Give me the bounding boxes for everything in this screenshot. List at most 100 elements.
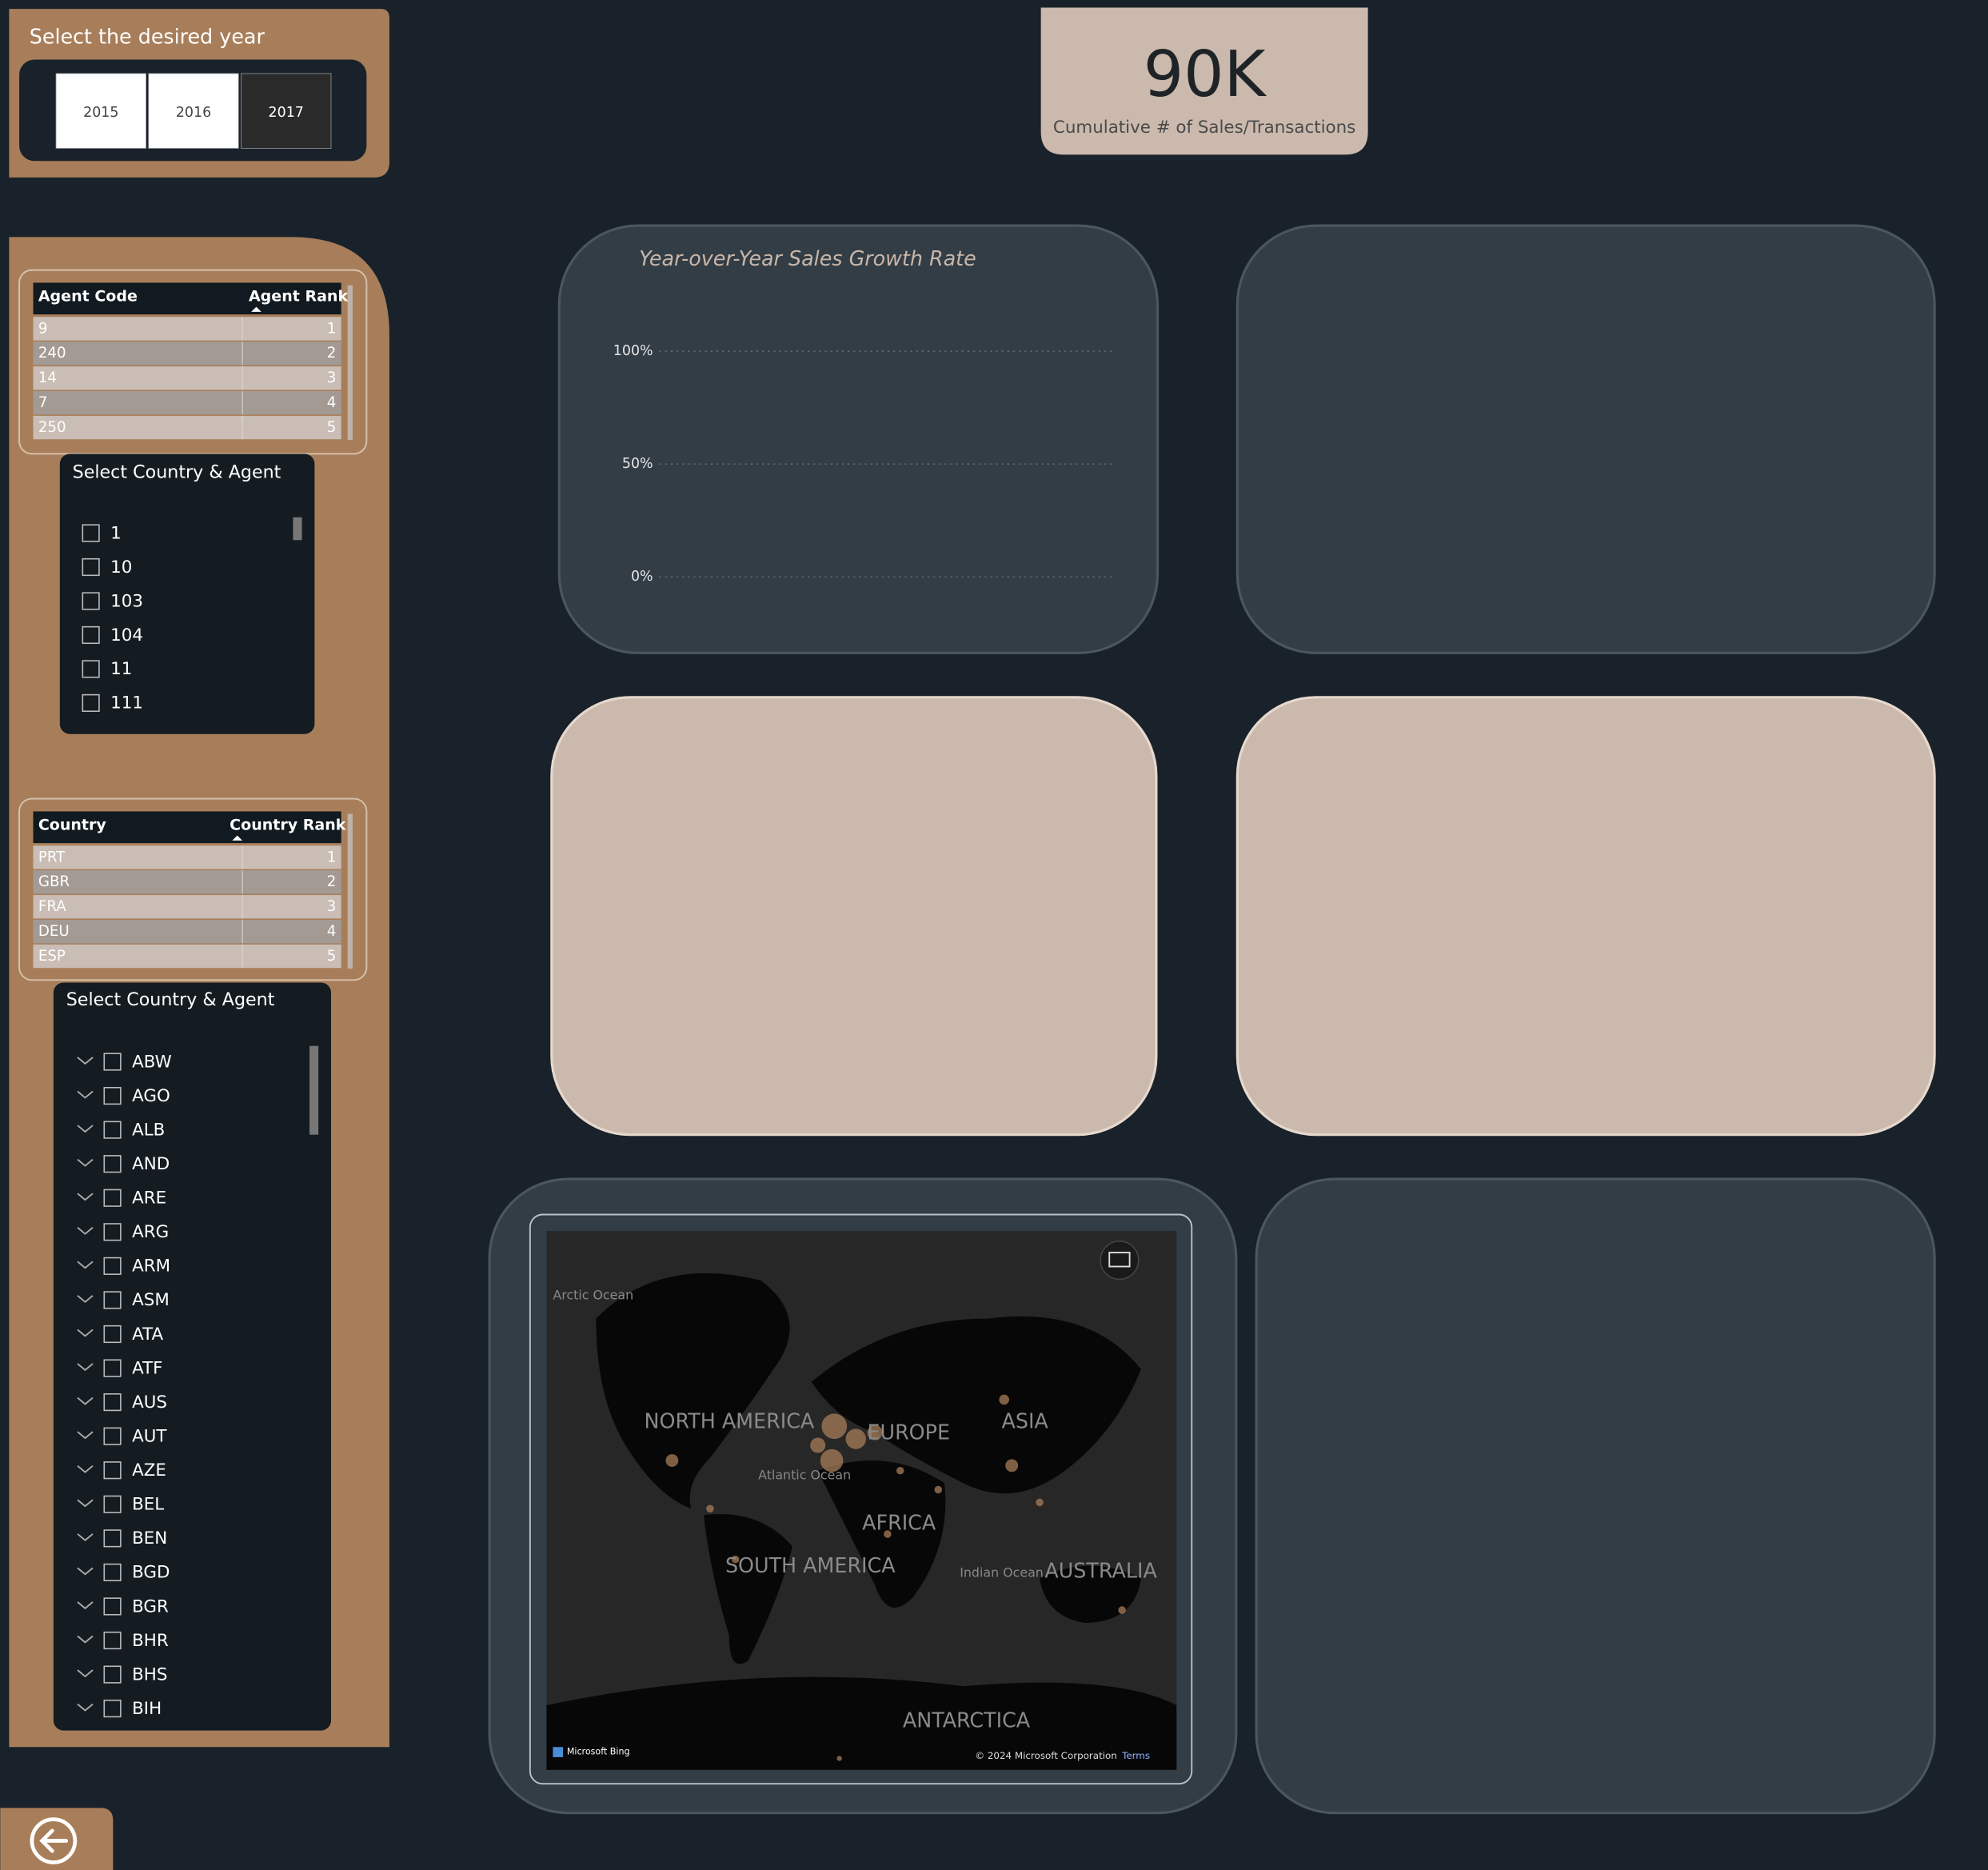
checkbox[interactable] [82, 660, 100, 678]
sort-icon [251, 306, 261, 312]
slicer-item: AUT [132, 1426, 167, 1446]
slicer-item: BIH [132, 1699, 162, 1719]
expand-chevron [77, 1669, 94, 1678]
table-row [33, 919, 341, 944]
checkbox[interactable] [82, 524, 100, 542]
table-cell: ESP [38, 948, 66, 965]
checkbox[interactable] [103, 1291, 122, 1309]
back-arrow [39, 1828, 69, 1853]
slicer-item: 104 [110, 625, 143, 645]
slicer-item: BEN [132, 1528, 167, 1548]
checkbox[interactable] [103, 1359, 122, 1377]
checkbox[interactable] [103, 1700, 122, 1718]
table-cell: 250 [38, 419, 66, 436]
checkbox[interactable] [103, 1257, 122, 1275]
map-focus-button[interactable] [1100, 1241, 1140, 1281]
card [550, 696, 1158, 1137]
expand-chevron [77, 1635, 94, 1644]
card [1236, 224, 1936, 654]
table-row [33, 415, 341, 440]
column-header: Country [38, 816, 107, 833]
map-terms: Terms [1121, 1750, 1150, 1761]
column-header: Agent Rank [249, 287, 349, 305]
checkbox[interactable] [82, 625, 100, 645]
slicer-title: Select Country & Agent [66, 989, 275, 1010]
table-row [33, 845, 341, 869]
column-header: Country Rank [230, 816, 347, 833]
expand-chevron [77, 1464, 94, 1473]
table-cell: 4 [327, 923, 337, 940]
continent [811, 1316, 1141, 1494]
chart-title: Year-over-Year Sales Growth Rate [639, 246, 976, 270]
scrollbar [309, 1045, 319, 1135]
checkbox[interactable] [82, 557, 100, 577]
expand-chevron [77, 1158, 94, 1167]
checkbox[interactable] [103, 1495, 122, 1513]
slicer-item: ATA [132, 1325, 163, 1345]
slicer-item: BGR [132, 1596, 169, 1616]
checkbox[interactable] [82, 592, 100, 610]
bubble [1036, 1498, 1044, 1507]
slicer-item: ARE [132, 1189, 166, 1209]
kpi-card [1040, 7, 1368, 155]
back-button[interactable] [30, 1817, 78, 1864]
table-header [33, 811, 341, 844]
continent [817, 1460, 946, 1608]
checkbox[interactable] [103, 1427, 122, 1445]
bing-logo [553, 1747, 564, 1757]
checkbox[interactable] [103, 1121, 122, 1139]
checkbox[interactable] [103, 1053, 122, 1071]
slicer-item: ARM [132, 1257, 170, 1277]
expand-chevron [77, 1703, 94, 1712]
checkbox[interactable] [103, 1631, 122, 1650]
expand-chevron [77, 1090, 94, 1099]
y-tick-label: 50% [622, 456, 653, 472]
scrollbar [347, 285, 353, 441]
country-table-frame [18, 797, 368, 981]
table-cell: 9 [38, 320, 48, 337]
checkbox[interactable] [103, 1597, 122, 1616]
bubble [836, 1756, 842, 1761]
expand-chevron [77, 1227, 94, 1235]
table-cell: 1 [327, 849, 337, 865]
continent [1040, 1565, 1141, 1623]
checkbox[interactable] [103, 1563, 122, 1581]
checkbox[interactable] [103, 1325, 122, 1344]
slicer-title: Select the desired year [30, 25, 265, 49]
kpi-value: 90K [1144, 37, 1267, 111]
checkbox[interactable] [82, 693, 100, 713]
bubble [867, 1424, 883, 1440]
map-label: AUSTRALIA [1044, 1559, 1157, 1583]
slicer-item: 1 [110, 523, 122, 543]
table-row [33, 870, 341, 894]
table-cell: 4 [327, 394, 337, 411]
checkbox[interactable] [103, 1529, 122, 1548]
checkbox[interactable] [103, 1461, 122, 1480]
year-button[interactable] [148, 73, 239, 149]
checkbox[interactable] [103, 1393, 122, 1412]
slicer-item: AGO [132, 1086, 170, 1106]
table-cell: 3 [327, 370, 337, 386]
slicer-title: Select Country & Agent [73, 462, 281, 483]
bubble [665, 1454, 679, 1467]
bubble [884, 1530, 892, 1538]
table-cell: 2 [327, 873, 337, 890]
table-row [33, 366, 341, 390]
checkbox[interactable] [103, 1665, 122, 1684]
y-tick-label: 100% [613, 343, 653, 359]
year-button[interactable] [55, 73, 146, 149]
continent [596, 1273, 790, 1509]
checkbox[interactable] [103, 1223, 122, 1241]
table-cell: 14 [38, 370, 57, 386]
table-cell: FRA [38, 898, 66, 915]
checkbox[interactable] [103, 1155, 122, 1173]
slicer-item: AUS [132, 1393, 167, 1412]
table-row [33, 944, 341, 969]
table-row [33, 317, 341, 341]
bubble [731, 1555, 740, 1564]
checkbox[interactable] [103, 1086, 122, 1105]
table-cell: 1 [327, 320, 337, 337]
table-cell: 3 [327, 898, 337, 915]
checkbox[interactable] [103, 1189, 122, 1207]
year-button[interactable] [241, 73, 332, 149]
